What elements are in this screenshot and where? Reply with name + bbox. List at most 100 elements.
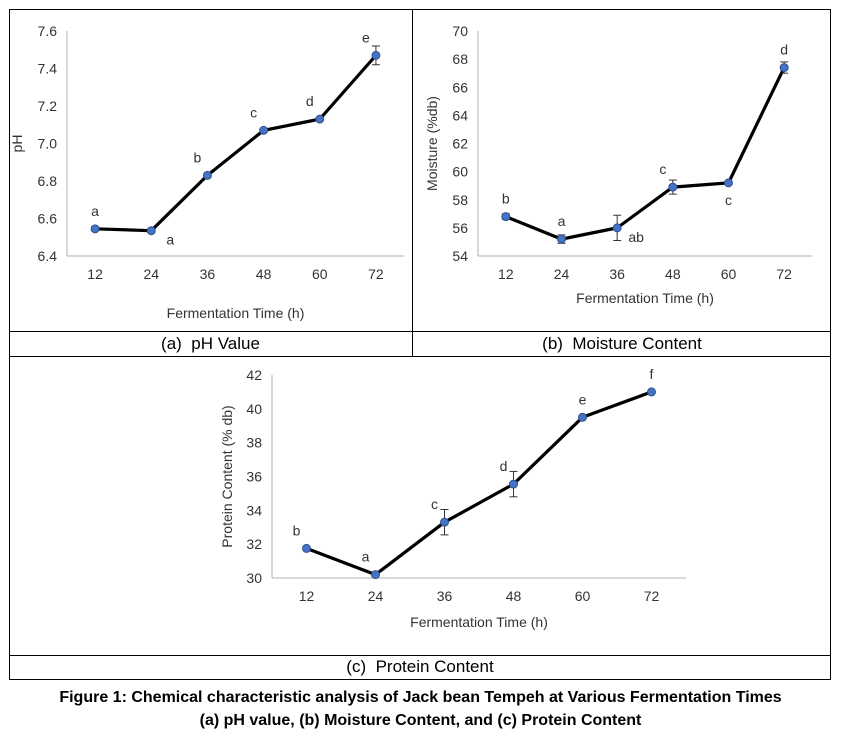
data-point: [779, 63, 789, 73]
data-point: [90, 224, 100, 234]
panel-c-label: (c) Protein Content: [346, 657, 494, 676]
series-line: [305, 390, 653, 577]
data-label: c: [725, 192, 732, 208]
data-label: d: [780, 42, 788, 58]
figure-frame: [9, 9, 831, 680]
data-point: [612, 223, 622, 233]
x-tick-label: 12: [299, 588, 315, 604]
panel-divider-vertical: [412, 9, 413, 356]
figure-caption-line2: (a) pH value, (b) Moisture Content, and …: [199, 712, 642, 729]
data-point: [578, 412, 587, 422]
y-tick-label: 36: [246, 469, 262, 485]
y-tick-label: 70: [452, 23, 468, 39]
data-label: b: [502, 191, 510, 207]
data-label: a: [166, 232, 174, 248]
x-tick-label: 36: [437, 588, 453, 604]
y-tick-label: 42: [246, 367, 262, 383]
y-tick-label: 60: [452, 164, 468, 180]
data-label: b: [293, 522, 301, 538]
x-tick-label: 60: [721, 266, 737, 282]
data-label: a: [362, 549, 370, 565]
data-point: [371, 570, 380, 580]
chart-ph: 6.4 6.6 6.8 7.0 7.2 7.4 7.6 12 24 36 48 60 72 Ferment…: [9, 23, 404, 321]
data-point: [501, 212, 511, 222]
x-tick-label: 48: [506, 588, 522, 604]
data-point: [302, 543, 311, 553]
y-tick-label: 7.6: [38, 23, 58, 39]
data-label: c: [659, 161, 666, 177]
y-tick-label: 6.8: [38, 173, 58, 189]
x-axis-title: Fermentation Time (h): [410, 614, 548, 630]
series-line: [505, 66, 786, 241]
y-tick-label: 38: [246, 435, 262, 451]
y-tick-label: 54: [452, 248, 468, 264]
y-tick-label: 58: [452, 192, 468, 208]
y-tick-label: 68: [452, 51, 468, 67]
x-tick-label: 48: [256, 266, 272, 282]
figure-caption-line1: Figure 1: Chemical characteristic analys…: [59, 689, 782, 706]
data-point: [371, 50, 381, 60]
data-point: [259, 125, 269, 135]
data-label: d: [500, 458, 508, 474]
panel-b-label: (b) Moisture Content: [542, 334, 702, 353]
data-label: c: [250, 104, 257, 120]
data-point: [668, 182, 678, 192]
y-axis-title: Moisture (%db): [424, 96, 440, 191]
y-tick-label: 62: [452, 136, 468, 152]
x-tick-label: 60: [312, 266, 328, 282]
y-tick-label: 7.2: [38, 98, 58, 114]
x-tick-label: 24: [554, 266, 570, 282]
y-tick-label: 7.4: [38, 61, 58, 77]
y-tick-label: 6.6: [38, 211, 58, 227]
data-label: e: [362, 29, 370, 45]
chart-moisture: 54 56 58 60 62 64 66 68 70 12 24 36 48 60 72 Fermentati…: [424, 23, 812, 306]
panel-a-label: (a) pH Value: [161, 334, 260, 353]
y-tick-label: 32: [246, 536, 262, 552]
data-point: [724, 178, 733, 188]
data-label: c: [431, 496, 438, 512]
x-tick-label: 36: [200, 266, 216, 282]
x-tick-label: 72: [368, 266, 384, 282]
data-label: b: [194, 149, 202, 165]
y-tick-label: 7.0: [38, 136, 58, 152]
y-tick-label: 64: [452, 107, 468, 123]
data-label: a: [558, 213, 566, 229]
x-tick-label: 36: [609, 266, 625, 282]
y-tick-label: 66: [452, 79, 468, 95]
data-point: [202, 170, 212, 180]
y-tick-label: 6.4: [38, 248, 58, 264]
y-tick-label: 40: [246, 401, 262, 417]
data-label: e: [579, 391, 587, 407]
y-tick-label: 56: [452, 220, 468, 236]
data-point: [557, 234, 566, 244]
x-tick-label: 60: [575, 588, 591, 604]
y-axis-title: pH: [9, 135, 25, 153]
data-label: d: [306, 93, 314, 109]
y-axis-title: Protein Content (% db): [219, 405, 235, 547]
data-point: [315, 114, 325, 124]
data-point: [647, 387, 656, 397]
divider-row1-bottom: [9, 356, 831, 357]
chart-protein: 30 32 34 36 38 40 42 12 24 36 48 60 72 Fermentation T…: [219, 366, 686, 630]
y-tick-label: 34: [246, 502, 262, 518]
x-tick-label: 12: [498, 266, 514, 282]
data-point: [146, 226, 156, 236]
divider-c-label-top: [9, 655, 831, 656]
y-tick-label: 30: [246, 570, 262, 586]
data-label: a: [91, 203, 99, 219]
x-axis-title: Fermentation Time (h): [167, 305, 305, 321]
x-axis-title: Fermentation Time (h): [576, 290, 714, 306]
data-label: ab: [628, 229, 644, 245]
x-tick-label: 24: [143, 266, 159, 282]
x-tick-label: 48: [665, 266, 681, 282]
data-point: [509, 479, 518, 489]
x-tick-label: 72: [776, 266, 792, 282]
x-tick-label: 12: [87, 266, 103, 282]
data-label: f: [650, 366, 654, 382]
x-tick-label: 24: [368, 588, 384, 604]
x-tick-label: 72: [644, 588, 660, 604]
data-point: [440, 517, 449, 527]
divider-a-b-label-top: [9, 331, 831, 332]
series-line: [95, 54, 378, 233]
